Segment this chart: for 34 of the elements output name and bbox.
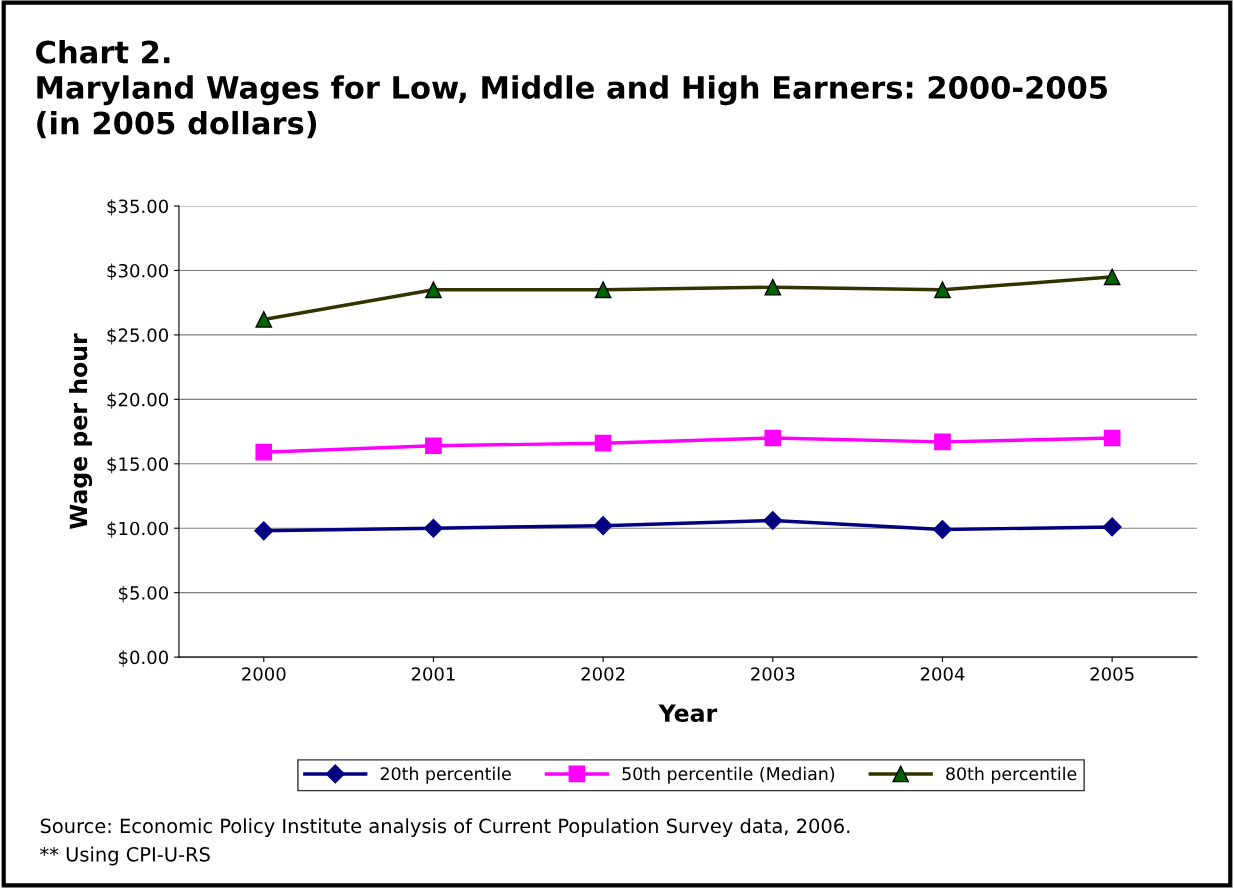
y-tick-label: $0.00: [119, 650, 169, 667]
point: [254, 521, 274, 541]
y-tick-label: $25.00: [107, 328, 169, 345]
point: [594, 434, 612, 452]
text: ** Using CPI-U-RS: [40, 846, 210, 866]
legend-label: 20th percentile: [380, 766, 511, 784]
y-tick-label: $35.00: [107, 199, 169, 216]
x-tick-label: 2004: [920, 667, 965, 681]
x-tick-label: 2000: [242, 667, 286, 681]
x-tick-label: 2001: [411, 667, 455, 681]
point: [1103, 429, 1121, 447]
point: [1102, 517, 1122, 537]
x-axis-title: Year: [658, 704, 718, 723]
y-tick-label: $15.00: [107, 456, 169, 474]
source-note: Source: Economic Policy Institute analysis of Current Population Survey data, 2006.: [40, 818, 850, 838]
y-tick-label: $20.00: [107, 392, 169, 409]
point: [934, 433, 951, 451]
y-tick-label: $30.00: [107, 263, 169, 280]
point: [255, 443, 273, 461]
chart-title: Chart 2. Maryland Wages for Low, Middle and High Earners: 2000-2005 (in 2005 dollars): [36, 39, 1107, 139]
legend-label: 50th percentile (Median): [622, 766, 835, 784]
y-tick-label: $5.00: [119, 585, 169, 603]
x-tick-label: 2002: [581, 667, 625, 681]
y-tick-label: $10.00: [107, 521, 169, 538]
point: [763, 510, 783, 531]
point: [932, 519, 953, 540]
x-tick-label: 2003: [751, 667, 795, 681]
point: [764, 429, 782, 447]
point: [425, 437, 442, 455]
x-tick-label: 2005: [1090, 667, 1134, 681]
point: [593, 516, 613, 536]
point: [423, 518, 443, 538]
y-axis-title: Wage per hour: [69, 333, 93, 530]
legend-label: 80th percentile: [946, 766, 1077, 784]
